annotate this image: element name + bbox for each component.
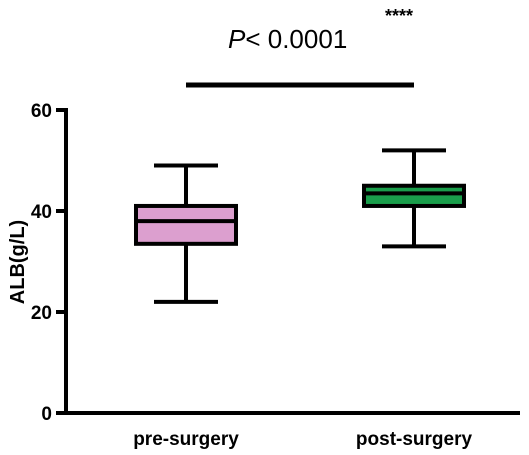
category-label-post-surgery: post-surgery xyxy=(356,429,473,450)
p-italic: P xyxy=(228,24,246,54)
iqr-box-post-surgery xyxy=(362,183,466,208)
significance-stars: **** xyxy=(385,6,413,26)
axes: 0 20 40 60 pre-surgery post-surgery xyxy=(31,101,520,450)
y-axis-title: ALB(g/L) xyxy=(7,220,29,304)
y-tick-label-0: 0 xyxy=(41,404,52,425)
category-label-pre-surgery: pre-surgery xyxy=(133,429,239,450)
iqr-box-pre-surgery xyxy=(134,203,238,246)
p-rest: < 0.0001 xyxy=(245,24,347,54)
y-tick-label-60: 60 xyxy=(31,101,52,122)
box-post-surgery xyxy=(362,148,466,249)
p-value-annotation: P< 0.0001 xyxy=(228,24,347,54)
y-tick-label-40: 40 xyxy=(31,202,52,223)
boxes-layer xyxy=(134,148,466,304)
y-tick-label-20: 20 xyxy=(31,303,52,324)
box-pre-surgery xyxy=(134,163,238,304)
